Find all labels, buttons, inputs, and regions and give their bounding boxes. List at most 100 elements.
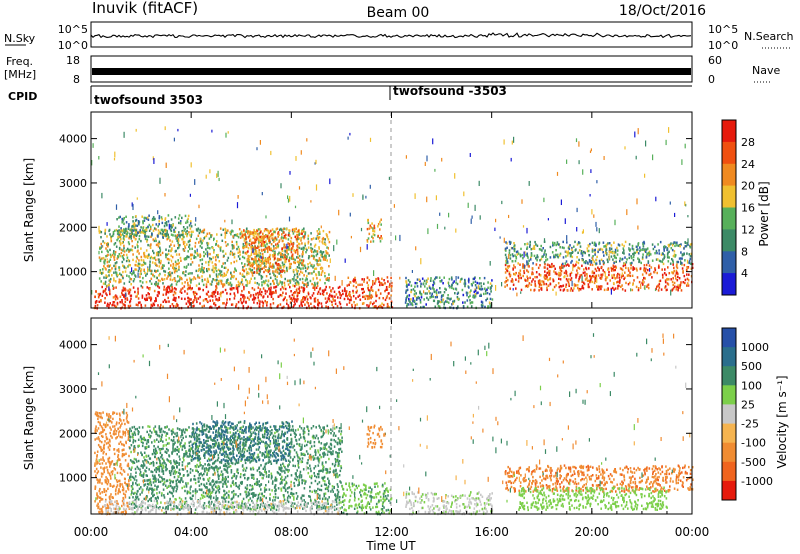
range-time-cell (662, 252, 664, 256)
range-time-cell (100, 440, 103, 444)
range-time-cell (443, 303, 445, 306)
range-time-cell (372, 227, 374, 230)
range-time-cell (266, 250, 269, 254)
range-time-cell (240, 230, 243, 234)
range-time-cell (600, 258, 603, 261)
range-time-cell (366, 240, 369, 243)
range-time-cell (429, 287, 432, 290)
range-time-cell (628, 256, 631, 260)
range-time-cell (119, 463, 122, 466)
range-time-cell (654, 245, 656, 248)
range-time-cell (101, 250, 103, 254)
range-time-cell (671, 244, 674, 247)
range-time-cell (152, 223, 154, 227)
range-time-cell (162, 266, 164, 270)
range-time-cell (241, 233, 244, 236)
sparse-echo-cell (609, 247, 611, 252)
range-time-cell (295, 238, 298, 241)
range-time-cell (185, 302, 188, 305)
range-time-cell (277, 496, 279, 499)
range-time-cell (199, 267, 201, 271)
range-time-cell (561, 246, 564, 249)
range-time-cell (362, 295, 364, 299)
range-time-cell (280, 258, 282, 261)
range-time-cell (166, 238, 168, 241)
range-time-cell (97, 427, 100, 430)
range-time-cell (317, 301, 319, 304)
range-time-cell (127, 435, 130, 438)
range-time-cell (99, 500, 101, 503)
range-time-cell (279, 251, 282, 255)
range-time-cell (472, 281, 475, 284)
range-time-cell (126, 233, 128, 236)
range-time-cell (103, 241, 106, 245)
range-time-cell (266, 443, 268, 446)
range-time-cell (179, 275, 181, 279)
range-time-cell (316, 250, 319, 253)
range-time-cell (265, 262, 267, 265)
range-time-cell (108, 448, 111, 451)
range-time-cell (213, 302, 216, 305)
range-time-cell (386, 288, 389, 291)
range-time-cell (113, 229, 116, 232)
range-time-cell (313, 249, 316, 252)
range-time-cell (288, 259, 290, 263)
range-time-cell (164, 233, 166, 236)
sparse-echo-cell (211, 129, 213, 133)
range-time-cell (328, 295, 330, 298)
range-time-cell (545, 259, 547, 262)
range-time-cell (603, 288, 606, 292)
range-time-cell (143, 260, 145, 264)
range-time-cell (483, 276, 486, 280)
colorbar-tick-label: 28 (741, 136, 755, 149)
range-time-cell (145, 249, 148, 252)
range-time-cell (468, 286, 470, 289)
range-time-cell (589, 277, 592, 280)
range-time-cell (544, 270, 546, 273)
range-time-cell (226, 301, 228, 304)
range-time-cell (164, 298, 166, 302)
range-time-cell (372, 229, 374, 233)
range-time-cell (162, 293, 165, 296)
range-time-cell (177, 275, 179, 278)
range-time-cell (263, 490, 266, 493)
range-time-cell (118, 442, 120, 445)
range-time-cell (199, 230, 202, 233)
sparse-echo-cell (578, 160, 580, 165)
range-time-cell (194, 291, 196, 294)
range-time-cell (100, 458, 102, 461)
sparse-echo-cell (448, 212, 450, 218)
range-time-cell (235, 303, 238, 306)
range-time-cell (297, 256, 299, 259)
range-time-cell (268, 266, 270, 270)
range-time-cell (134, 219, 137, 222)
freq-band (92, 68, 691, 75)
range-time-cell (578, 287, 581, 291)
range-time-cell (185, 221, 187, 224)
range-time-cell (424, 285, 426, 288)
range-time-cell (324, 282, 326, 285)
range-time-cell (432, 279, 435, 283)
range-time-cell (657, 243, 659, 246)
range-time-cell (480, 304, 483, 307)
range-time-cell (184, 257, 186, 260)
sparse-echo-cell (448, 281, 450, 286)
range-time-cell (488, 292, 491, 296)
range-time-cell (180, 233, 183, 237)
range-time-cell (174, 260, 177, 263)
range-time-cell (326, 259, 328, 262)
range-time-cell (150, 269, 153, 273)
range-time-cell (281, 283, 283, 286)
range-time-cell (367, 237, 370, 240)
range-time-cell (544, 249, 546, 252)
range-time-cell (474, 284, 477, 287)
range-time-cell (526, 279, 529, 282)
range-time-cell (631, 261, 633, 265)
range-time-cell (272, 263, 274, 266)
range-time-cell (611, 267, 613, 271)
range-time-cell (612, 282, 615, 285)
sparse-echo-cell (220, 291, 222, 298)
range-time-cell (311, 250, 313, 254)
range-time-cell (682, 271, 684, 274)
range-time-cell (480, 282, 482, 285)
